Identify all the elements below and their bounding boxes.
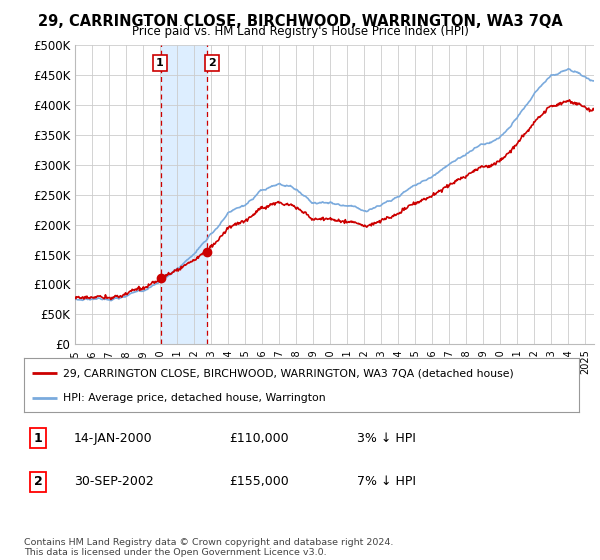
HPI: Average price, detached house, Warrington: (2.03e+03, 4.4e+05): Average price, detached house, Warringto…: [590, 77, 598, 84]
Text: 2: 2: [208, 58, 216, 68]
HPI: Average price, detached house, Warrington: (2.02e+03, 2.66e+05): Average price, detached house, Warringto…: [413, 181, 420, 188]
Text: £155,000: £155,000: [229, 475, 289, 488]
Text: 14-JAN-2000: 14-JAN-2000: [74, 432, 152, 445]
Line: HPI: Average price, detached house, Warrington: HPI: Average price, detached house, Warr…: [75, 69, 594, 301]
HPI: Average price, detached house, Warrington: (2e+03, 7.5e+04): Average price, detached house, Warringto…: [71, 296, 79, 303]
29, CARRINGTON CLOSE, BIRCHWOOD, WARRINGTON, WA3 7QA (detached house): [107, 296, 114, 303]
29, CARRINGTON CLOSE, BIRCHWOOD, WARRINGTON, WA3 7QA (detached house): [476, 164, 483, 171]
29, CARRINGTON CLOSE, BIRCHWOOD, WARRINGTON, WA3 7QA (detached house): [590, 106, 598, 113]
Text: Contains HM Land Registry data © Crown copyright and database right 2024.
This d: Contains HM Land Registry data © Crown c…: [24, 538, 394, 557]
Text: 7% ↓ HPI: 7% ↓ HPI: [357, 475, 416, 488]
Bar: [161, 45, 207, 344]
29, CARRINGTON CLOSE, BIRCHWOOD, WARRINGTON, WA3 7QA (detached house): [218, 232, 226, 239]
Text: 1: 1: [156, 58, 164, 68]
HPI: Average price, detached house, Warrington: (2.02e+03, 4.36e+05): Average price, detached house, Warringto…: [540, 80, 547, 86]
29, CARRINGTON CLOSE, BIRCHWOOD, WARRINGTON, WA3 7QA (detached house): [71, 294, 79, 301]
29, CARRINGTON CLOSE, BIRCHWOOD, WARRINGTON, WA3 7QA (detached house): [566, 96, 573, 103]
Line: 29, CARRINGTON CLOSE, BIRCHWOOD, WARRINGTON, WA3 7QA (detached house): 29, CARRINGTON CLOSE, BIRCHWOOD, WARRING…: [75, 100, 594, 300]
HPI: Average price, detached house, Warrington: (2e+03, 1.68e+05): Average price, detached house, Warringto…: [199, 240, 206, 247]
HPI: Average price, detached house, Warrington: (2e+03, 2.06e+05): Average price, detached house, Warringto…: [218, 218, 226, 225]
29, CARRINGTON CLOSE, BIRCHWOOD, WARRINGTON, WA3 7QA (detached house): [413, 200, 420, 207]
29, CARRINGTON CLOSE, BIRCHWOOD, WARRINGTON, WA3 7QA (detached house): [199, 250, 206, 256]
Text: 1: 1: [34, 432, 43, 445]
HPI: Average price, detached house, Warrington: (2.02e+03, 3.32e+05): Average price, detached house, Warringto…: [476, 142, 483, 148]
29, CARRINGTON CLOSE, BIRCHWOOD, WARRINGTON, WA3 7QA (detached house): [540, 110, 547, 116]
Text: HPI: Average price, detached house, Warrington: HPI: Average price, detached house, Warr…: [63, 393, 325, 403]
HPI: Average price, detached house, Warrington: (2e+03, 2.28e+05): Average price, detached house, Warringto…: [236, 204, 244, 211]
HPI: Average price, detached house, Warrington: (2e+03, 7.32e+04): Average price, detached house, Warringto…: [107, 297, 114, 304]
Text: 29, CARRINGTON CLOSE, BIRCHWOOD, WARRINGTON, WA3 7QA (detached house): 29, CARRINGTON CLOSE, BIRCHWOOD, WARRING…: [63, 368, 514, 379]
Text: 3% ↓ HPI: 3% ↓ HPI: [357, 432, 416, 445]
HPI: Average price, detached house, Warrington: (2.02e+03, 4.6e+05): Average price, detached house, Warringto…: [565, 66, 572, 72]
Text: 30-SEP-2002: 30-SEP-2002: [74, 475, 154, 488]
Text: £110,000: £110,000: [229, 432, 289, 445]
Text: 2: 2: [34, 475, 43, 488]
Text: Price paid vs. HM Land Registry's House Price Index (HPI): Price paid vs. HM Land Registry's House …: [131, 25, 469, 38]
Text: 29, CARRINGTON CLOSE, BIRCHWOOD, WARRINGTON, WA3 7QA: 29, CARRINGTON CLOSE, BIRCHWOOD, WARRING…: [38, 14, 562, 29]
29, CARRINGTON CLOSE, BIRCHWOOD, WARRINGTON, WA3 7QA (detached house): [236, 220, 244, 227]
